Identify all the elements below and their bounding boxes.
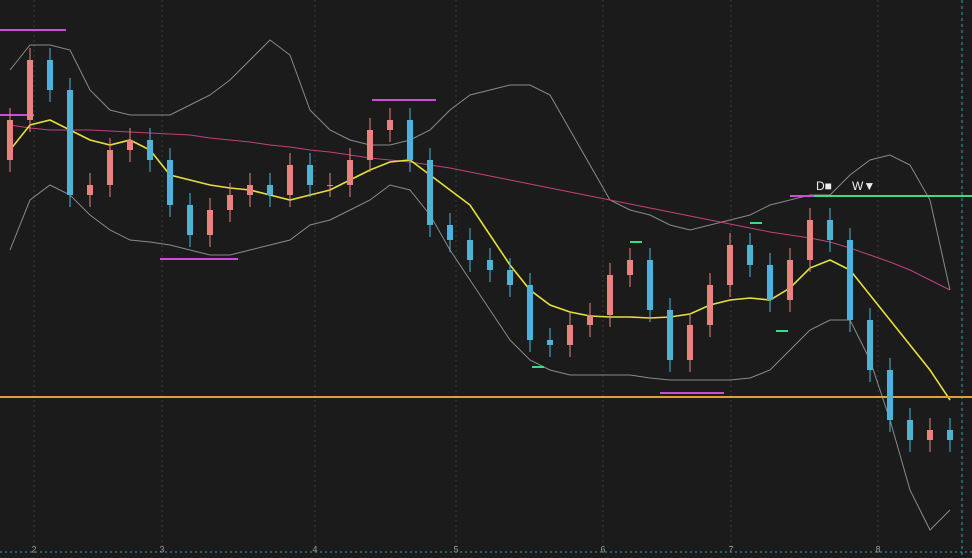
x-tick-label: 4 bbox=[312, 544, 317, 554]
x-tick-label: 6 bbox=[600, 544, 605, 554]
x-tick-label: 8 bbox=[875, 544, 880, 554]
candle-body bbox=[387, 120, 393, 130]
candle-body bbox=[547, 340, 553, 345]
candle-body bbox=[907, 420, 913, 440]
candle-body bbox=[287, 165, 293, 195]
candle-body bbox=[647, 260, 653, 310]
candle-body bbox=[27, 60, 33, 120]
candle-body bbox=[687, 325, 693, 360]
candle-body bbox=[207, 210, 213, 235]
candle-body bbox=[887, 370, 893, 420]
candle-body bbox=[147, 140, 153, 160]
annotation: D■ bbox=[816, 179, 832, 193]
candle-body bbox=[867, 320, 873, 370]
candle-body bbox=[807, 220, 813, 260]
candle-body bbox=[627, 260, 633, 275]
x-tick-label: 3 bbox=[159, 544, 164, 554]
candle-body bbox=[427, 160, 433, 225]
candle-body bbox=[367, 130, 373, 160]
candle-body bbox=[787, 260, 793, 300]
candle-body bbox=[827, 220, 833, 240]
candle-body bbox=[107, 150, 113, 185]
candle-body bbox=[667, 310, 673, 360]
candle-body bbox=[307, 165, 313, 185]
candle-body bbox=[67, 90, 73, 195]
candle-body bbox=[507, 270, 513, 285]
candle-body bbox=[227, 195, 233, 210]
candle-body bbox=[707, 285, 713, 325]
candle-body bbox=[447, 225, 453, 240]
candle-body bbox=[127, 140, 133, 150]
candle-body bbox=[7, 120, 13, 160]
candle-body bbox=[607, 275, 613, 315]
candle-body bbox=[527, 285, 533, 340]
candle-body bbox=[347, 160, 353, 185]
candle-body bbox=[487, 260, 493, 270]
candle-body bbox=[187, 205, 193, 235]
candle-body bbox=[747, 245, 753, 265]
candle-body bbox=[567, 325, 573, 345]
candle-body bbox=[767, 265, 773, 300]
indicator-line bbox=[9, 39, 951, 291]
candle-body bbox=[727, 245, 733, 285]
candle-body bbox=[267, 185, 273, 195]
candle-body bbox=[47, 60, 53, 90]
annotation: W▼ bbox=[852, 179, 875, 193]
candle-body bbox=[467, 240, 473, 260]
candle-body bbox=[87, 185, 93, 195]
x-tick-label: 2 bbox=[31, 544, 36, 554]
candle-body bbox=[927, 430, 933, 440]
candle-body bbox=[327, 185, 333, 186]
x-tick-label: 5 bbox=[453, 544, 458, 554]
indicator-line bbox=[9, 124, 951, 291]
candle-body bbox=[587, 315, 593, 325]
candle-body bbox=[247, 185, 253, 195]
indicator-line bbox=[9, 184, 951, 531]
candle-body bbox=[167, 160, 173, 205]
candle-body bbox=[847, 240, 853, 320]
candle-body bbox=[407, 120, 413, 160]
x-tick-label: 7 bbox=[728, 544, 733, 554]
indicator-line bbox=[9, 119, 951, 401]
candle-body bbox=[947, 430, 953, 440]
